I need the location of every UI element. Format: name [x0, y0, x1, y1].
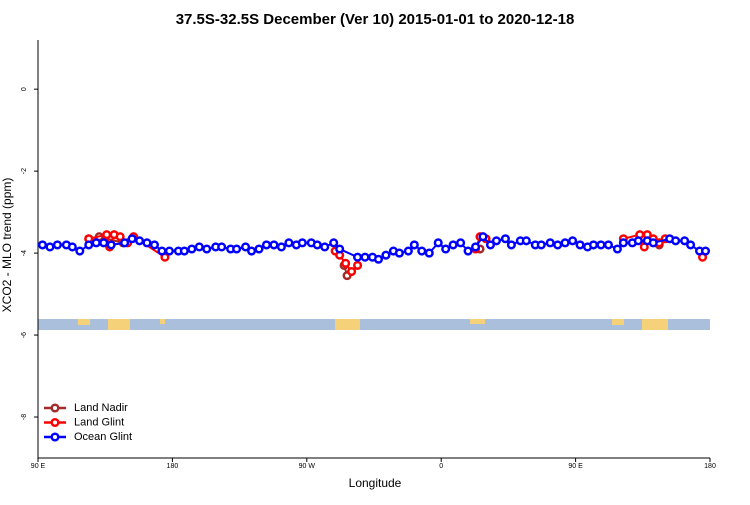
- point: [312, 240, 322, 250]
- point: [179, 246, 189, 256]
- point: [45, 242, 55, 252]
- point: [127, 234, 137, 244]
- legend-marker: [50, 432, 60, 442]
- legend-marker: [50, 417, 60, 428]
- point: [680, 236, 690, 246]
- x-tick-label: 90 E: [568, 463, 583, 470]
- point: [67, 242, 77, 252]
- point: [536, 240, 546, 250]
- point: [545, 238, 555, 248]
- point: [568, 236, 578, 246]
- point: [686, 240, 696, 250]
- point: [134, 236, 145, 246]
- legend-label: Ocean Glint: [74, 431, 132, 443]
- chart-title: 37.5S-32.5S December (Ver 10) 2015-01-01…: [176, 11, 575, 28]
- point: [164, 246, 174, 256]
- point: [241, 242, 251, 252]
- point: [560, 238, 570, 248]
- point: [433, 238, 443, 248]
- point: [485, 240, 496, 250]
- point: [500, 234, 510, 244]
- legend-label: Land Glint: [74, 416, 124, 428]
- point: [120, 238, 130, 248]
- point: [470, 242, 481, 252]
- point: [320, 242, 330, 252]
- x-tick-label: 180: [167, 463, 179, 470]
- x-tick-label: 90 E: [31, 463, 46, 470]
- point: [102, 230, 112, 240]
- legend-label: Land Nadir: [74, 402, 128, 414]
- point: [335, 244, 345, 254]
- point: [381, 250, 391, 260]
- point: [194, 242, 204, 252]
- point: [409, 240, 419, 250]
- point: [284, 238, 294, 248]
- point: [506, 240, 516, 250]
- point: [99, 238, 109, 248]
- y-tick-label: -4: [21, 250, 28, 256]
- point: [553, 240, 563, 250]
- point: [202, 244, 212, 254]
- y-tick-label: -6: [21, 332, 28, 338]
- point: [106, 240, 116, 250]
- map-strip: [38, 319, 710, 330]
- point: [612, 244, 622, 254]
- x-axis-label: Longitude: [349, 476, 402, 490]
- point: [671, 236, 681, 246]
- point: [618, 238, 628, 248]
- point: [441, 244, 451, 254]
- point: [575, 240, 585, 250]
- point: [353, 260, 363, 270]
- point: [456, 238, 466, 248]
- point: [115, 232, 125, 242]
- point: [246, 246, 257, 256]
- y-tick-label: 0: [21, 87, 28, 91]
- y-tick-label: -2: [21, 168, 28, 174]
- point: [341, 258, 351, 268]
- point: [603, 240, 614, 250]
- point: [633, 236, 643, 246]
- point: [269, 240, 279, 250]
- point: [297, 238, 307, 248]
- point: [353, 252, 363, 262]
- point: [232, 244, 242, 254]
- point: [142, 238, 152, 248]
- point: [157, 246, 167, 256]
- point: [91, 238, 101, 248]
- y-axis-label: XCO2 - MLO trend (ppm): [0, 178, 14, 313]
- point: [329, 238, 339, 248]
- x-tick-label: 180: [704, 463, 716, 470]
- x-tick-label: 90 W: [299, 463, 316, 470]
- point: [217, 242, 227, 252]
- point: [491, 236, 502, 246]
- point: [424, 248, 434, 258]
- x-tick-label: 0: [439, 463, 443, 470]
- point: [521, 236, 531, 246]
- point: [276, 242, 286, 252]
- point: [84, 240, 94, 250]
- y-tick-label: -8: [21, 414, 28, 420]
- point: [261, 240, 272, 250]
- point: [463, 246, 473, 256]
- point: [448, 240, 458, 250]
- point: [360, 252, 370, 262]
- point: [403, 246, 413, 256]
- point: [648, 238, 658, 248]
- point: [254, 244, 264, 254]
- point: [417, 246, 427, 256]
- point: [588, 240, 599, 250]
- point: [187, 244, 197, 254]
- point: [373, 254, 384, 264]
- point: [596, 240, 606, 250]
- point: [37, 240, 48, 250]
- point: [700, 246, 711, 256]
- point: [75, 246, 85, 256]
- point: [52, 240, 62, 250]
- point: [347, 266, 357, 277]
- legend-marker: [50, 403, 60, 413]
- point: [478, 232, 488, 242]
- point: [394, 248, 404, 258]
- point: [149, 240, 160, 250]
